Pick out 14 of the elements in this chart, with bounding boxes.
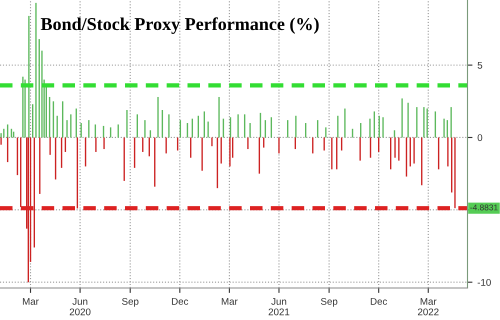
x-tick-label: Sep	[320, 298, 338, 307]
x-tick-label: Jun 2020	[70, 298, 91, 316]
x-tick-label: Mar	[22, 298, 39, 305]
x-tick-label: Jun 2021	[268, 298, 290, 316]
y-tick-label: 5	[478, 62, 482, 69]
x-tick-label: Mar	[222, 298, 238, 305]
y-tick-label: -10	[478, 278, 491, 286]
text: Bond/Stock Proxy Performance (%)	[40, 17, 319, 34]
x-tick-label: Dec	[172, 298, 188, 305]
ref-line-label: -4.8831	[470, 204, 498, 210]
x-tick-label: Dec	[370, 298, 388, 305]
y-tick-label: 0	[478, 134, 482, 142]
x-tick-label: Mar 2022	[418, 298, 439, 316]
x-tick-label: Sep	[122, 298, 138, 307]
